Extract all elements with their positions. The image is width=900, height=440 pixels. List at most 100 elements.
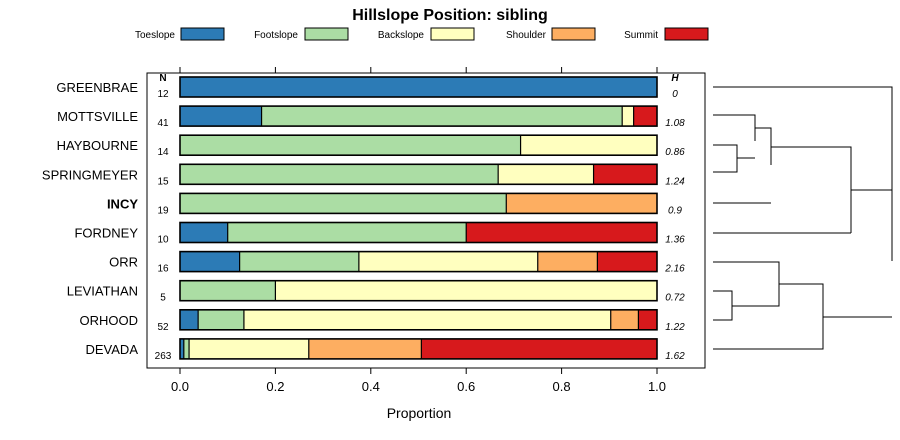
bar-segment	[198, 309, 244, 330]
row-label: ORHOOD	[80, 313, 139, 328]
legend-label: Footslope	[254, 30, 298, 41]
bar-segment	[243, 309, 611, 330]
bar-segment	[466, 222, 657, 243]
bar-segment	[520, 135, 657, 156]
row-n-count: 19	[157, 205, 169, 216]
legend-swatch	[664, 27, 709, 41]
legend-label: Backslope	[378, 30, 425, 41]
row-n-count: 16	[157, 264, 169, 275]
bar-segment	[180, 251, 240, 272]
x-tick-label: 0.8	[553, 379, 571, 394]
bar-segment	[180, 338, 184, 359]
row-label: FORDNEY	[74, 226, 138, 241]
row-label: HAYBOURNE	[57, 138, 139, 153]
row-n-count: 52	[157, 322, 169, 333]
x-tick-label: 0.0	[171, 379, 189, 394]
bar-outline	[179, 163, 658, 186]
bar-segment	[358, 251, 538, 272]
h-header: H	[671, 73, 679, 84]
row-label: INCY	[107, 196, 138, 211]
bar-segment	[180, 193, 507, 214]
row-label: GREENBRAE	[56, 80, 138, 95]
legend-swatch	[551, 27, 596, 41]
bar-segment	[180, 309, 199, 330]
bar-outline	[179, 134, 658, 156]
bar-segment	[622, 106, 634, 127]
bar-segment	[506, 193, 657, 214]
bar-outline	[179, 338, 658, 360]
x-tick-label: 0.4	[362, 379, 380, 394]
row-h-value: 2.16	[664, 264, 685, 275]
bar-outline	[179, 105, 658, 127]
row-label: MOTTSVILLE	[57, 109, 138, 124]
bar-outline	[179, 76, 658, 98]
row-h-value: 1.62	[665, 351, 685, 362]
row-h-value: 1.08	[665, 118, 685, 129]
chart-title: Hillslope Position: sibling	[352, 7, 548, 24]
row-n-count: 41	[157, 118, 169, 129]
row-label: DEVADA	[86, 342, 139, 357]
bar-outline	[179, 250, 658, 273]
legend-swatch	[430, 27, 475, 41]
bar-segment	[180, 164, 499, 185]
bar-segment	[189, 338, 309, 359]
bar-segment	[261, 106, 623, 127]
row-n-count: 263	[155, 351, 172, 362]
bar-outline	[179, 279, 658, 302]
dendrogram	[713, 86, 893, 350]
x-tick-label: 0.6	[457, 379, 475, 394]
dendrogram-branch	[755, 127, 772, 165]
bar-segment	[227, 222, 467, 243]
dendrogram-branch	[713, 261, 780, 307]
bar-segment	[308, 338, 422, 359]
row-h-value: 0.72	[665, 293, 685, 304]
x-tick-label: 1.0	[648, 379, 666, 394]
plot-frame	[146, 72, 706, 369]
dendrogram-branch	[713, 283, 824, 350]
row-label: LEVIATHAN	[67, 284, 138, 299]
bar-segment	[498, 164, 594, 185]
dendrogram-branch	[713, 290, 733, 321]
legend: Toeslope Footslope Backslope Shoulder Summit	[135, 27, 709, 41]
legend-label: Summit	[624, 30, 658, 41]
dendrogram-branch	[771, 146, 852, 233]
bar-segment	[593, 164, 657, 185]
x-axis: 0.0 0.2 0.4 0.6 0.8 1.0	[171, 67, 666, 394]
bar-segment	[633, 106, 657, 127]
row-n-count: 15	[157, 176, 169, 187]
dendrogram-branch	[713, 144, 738, 158]
bar-segment	[275, 280, 657, 301]
row-n-count: 5	[160, 293, 166, 304]
dendrogram-branch	[713, 114, 756, 141]
row-h-value: 1.36	[665, 235, 685, 246]
bar-outline	[179, 192, 658, 215]
row-h-value: 0	[672, 89, 678, 100]
row-h-value: 1.22	[665, 322, 685, 333]
x-axis-label: Proportion	[387, 405, 452, 421]
bar-segment	[610, 309, 639, 330]
legend-swatch	[180, 27, 225, 41]
row-n-count: 14	[157, 147, 169, 158]
bar-segment	[537, 251, 598, 272]
legend-label: Toeslope	[135, 30, 175, 41]
bar-rows: GREENBRAE 12 0 MOTTSVILLE 41 1.08 HAYBOURNE 14 0…	[42, 76, 685, 362]
n-header: N	[159, 73, 166, 84]
dendrogram-branch	[713, 145, 738, 173]
row-label: ORR	[109, 255, 138, 270]
bar-segment	[183, 338, 190, 359]
bar-outline	[179, 308, 658, 331]
bar-outline	[179, 221, 658, 244]
x-tick-label: 0.2	[266, 379, 284, 394]
bar-segment	[180, 280, 276, 301]
row-h-value: 0.9	[668, 205, 682, 216]
bar-segment	[421, 338, 657, 359]
bar-segment	[180, 222, 228, 243]
row-n-count: 10	[157, 235, 169, 246]
dendrogram-branch	[713, 86, 893, 261]
bar-segment	[638, 309, 657, 330]
bar-segment	[180, 135, 521, 156]
bar-segment	[180, 106, 262, 127]
legend-label: Shoulder	[506, 30, 547, 41]
row-h-value: 0.86	[665, 147, 685, 158]
